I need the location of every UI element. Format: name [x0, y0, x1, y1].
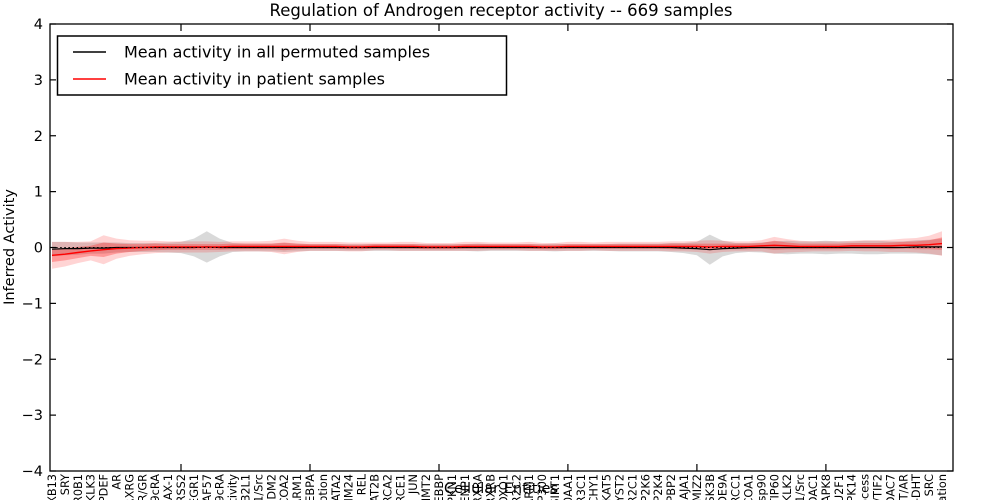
- x-category-label: NR2C1: [626, 474, 639, 500]
- x-category-label: MDM2: [265, 474, 278, 500]
- x-category-label: SMARCA2: [381, 474, 394, 500]
- y-tick-label: 2: [34, 129, 43, 145]
- y-tick-label: 3: [34, 73, 43, 89]
- x-category-label: mol:9cRA: [214, 474, 227, 500]
- x-category-label: T-DHT/AR/Hsp90: [755, 474, 768, 500]
- x-category-label: GSK3B: [704, 474, 717, 500]
- x-category-label: JUN: [407, 474, 420, 495]
- x-category-label: NCOA1: [743, 474, 756, 500]
- x-category-label: TRIM24: [343, 474, 356, 500]
- x-category-label: RXRs/9cRA: [149, 474, 162, 500]
- x-category-label: RXRG: [123, 474, 136, 500]
- band-patient-inner-band: [52, 237, 942, 262]
- x-category-label: FOXO1: [497, 474, 510, 500]
- x-category-label: GNB2L1: [240, 474, 253, 500]
- x-category-label: HDAC1: [807, 474, 820, 500]
- x-category-label: AR: [111, 474, 124, 490]
- x-category-label: mol:T-DHT: [910, 474, 923, 500]
- y-tick-label: 1: [34, 185, 43, 201]
- x-category-label: NR3C1: [575, 474, 588, 500]
- legend: Mean activity in all permuted samples Me…: [56, 35, 508, 96]
- x-category-label: NR0B1: [72, 474, 85, 500]
- y-tick-label: 0: [34, 241, 43, 257]
- legend-box: [56, 35, 508, 96]
- x-category-label: cell proliferation: [936, 474, 949, 500]
- x-axis-label: Cellular Entities: [444, 481, 558, 497]
- legend-label-patient: Mean activity in patient samples: [124, 70, 385, 89]
- x-category-label: REL: [356, 473, 369, 495]
- x-category-label: PKN1: [446, 474, 459, 500]
- x-category-label: MAPK14: [846, 474, 859, 500]
- y-tick-label: 4: [34, 17, 43, 33]
- x-category-label: T-DHT/AR/DAX-1: [162, 474, 175, 500]
- x-category-label: ZMIZ2: [691, 474, 704, 500]
- y-tick-label: −1: [22, 296, 43, 312]
- x-category-label: MYST2: [614, 474, 627, 500]
- x-category-label: CREBBP: [433, 474, 446, 500]
- x-category-label: SMARCC1: [730, 474, 743, 500]
- x-category-label: NCOA2: [278, 474, 291, 500]
- x-category-label: T-DHT/AR/TIP60: [768, 474, 781, 500]
- x-category-label: SMARCE1: [394, 474, 407, 500]
- x-category-label: KAT2B: [369, 474, 382, 500]
- x-category-label: POU2F1: [833, 474, 846, 500]
- x-category-label: SIRT1: [549, 474, 562, 500]
- x-category-label: EP300: [536, 474, 549, 500]
- x-category-label: MAP2K4: [652, 474, 665, 500]
- x-category-label: positive regulation of transcription: [317, 474, 330, 500]
- x-category-label: KLK3: [85, 474, 98, 500]
- series-line-patient: [51, 242, 943, 256]
- x-category-label: HSP90AA1: [562, 474, 575, 500]
- x-category-label: APPBP2: [665, 474, 678, 500]
- x-category-label: HOXB13: [46, 474, 59, 500]
- x-category-label: T-DHT/AR: [897, 474, 910, 500]
- x-category-label: RXRB: [485, 474, 498, 500]
- y-axis-label: Inferred Activity: [2, 189, 18, 305]
- band-patient-outer-band: [52, 231, 942, 269]
- x-category-label: HDAC7: [884, 474, 897, 500]
- x-category-label: MAPK8: [820, 474, 833, 500]
- x-category-label: EGR1: [188, 474, 201, 500]
- x-category-label: RXRA: [472, 474, 485, 500]
- x-category-label: T-DHT/AR/TIF2/CARM1: [291, 474, 304, 500]
- y-tick-label: −2: [22, 352, 43, 368]
- x-category-label: SRY: [59, 474, 72, 495]
- x-category-label: AR/RACK1/Src: [252, 474, 265, 500]
- x-category-label: RCHY1: [588, 474, 601, 500]
- x-category-label: CEBPA: [304, 474, 317, 500]
- x-category-label: T-DHT/AR/RACK1/Src: [794, 474, 807, 500]
- x-category-label: TMPRSS2: [175, 474, 188, 500]
- x-category-label: epidermal growth factor receptor activit…: [227, 474, 240, 500]
- x-category-label: GATA2: [330, 474, 343, 500]
- x-category-label: BRM/BAF57: [201, 474, 214, 500]
- legend-label-permuted: Mean activity in all permuted samples: [124, 43, 430, 62]
- y-tick-label: −3: [22, 408, 43, 424]
- x-category-label: NR2C2: [510, 474, 523, 500]
- x-category-label: SENP1: [459, 474, 472, 500]
- x-category-label: KLK2: [781, 474, 794, 500]
- x-category-label: SRC: [923, 474, 936, 496]
- x-category-label: SPDEF: [98, 474, 111, 500]
- x-category-label: MAP2K6: [639, 474, 652, 500]
- x-category-label: DNAJA1: [678, 474, 691, 500]
- x-category-label: PDE9A: [717, 474, 730, 500]
- x-category-label: CARM1: [523, 474, 536, 500]
- y-tick-label: −4: [22, 464, 43, 480]
- chart-title: Regulation of Androgen receptor activity…: [270, 1, 733, 20]
- x-category-label: proteasomal ubiquitin-dependent protein …: [859, 474, 872, 500]
- x-category-label: T-DHT/AR/TIF2: [872, 474, 885, 500]
- x-category-label: KAT5: [601, 474, 614, 500]
- x-category-label: EHMT2: [420, 474, 433, 500]
- x-category-label: AR/GR: [136, 474, 149, 500]
